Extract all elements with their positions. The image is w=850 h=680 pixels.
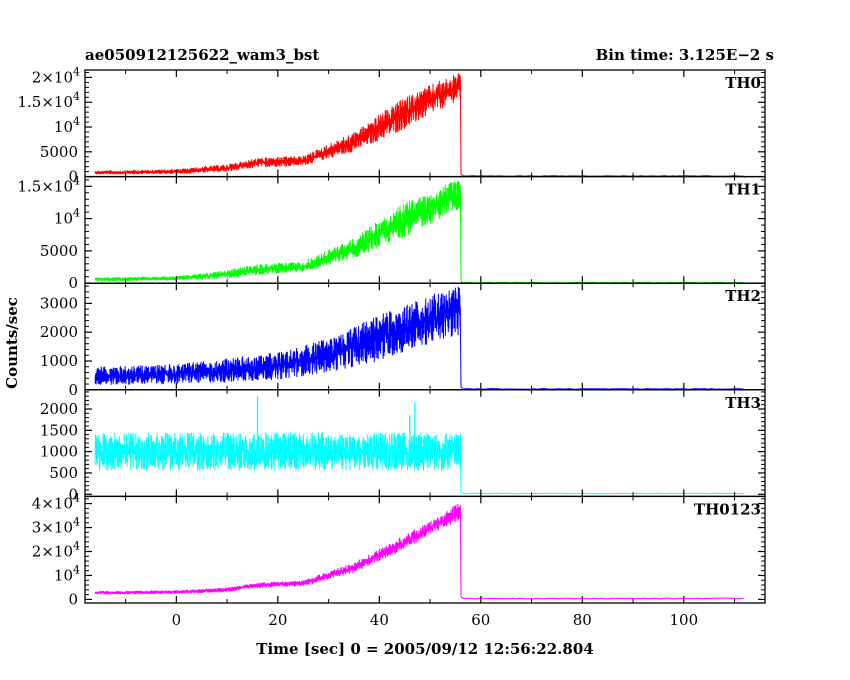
y-tick-label: 104 — [54, 207, 80, 228]
y-tick-label: 0 — [68, 381, 78, 399]
light-curve-th3 — [94, 432, 744, 495]
y-tick-label: 1000 — [40, 443, 78, 461]
x-tick-label: 0 — [172, 611, 182, 629]
y-tick-label: 2000 — [40, 400, 78, 418]
y-axis-label: Counts/sec — [3, 297, 21, 389]
y-tick-label: 4×104 — [32, 492, 80, 513]
panel-frame — [84, 175, 766, 284]
y-tick-label: 0 — [68, 590, 78, 608]
panel-th2: 0 1000 2000 3000 TH2 — [40, 282, 766, 399]
panel-name-th2: TH2 — [725, 287, 761, 305]
panel-name-th1: TH1 — [725, 181, 761, 199]
y-tick-label: 2000 — [40, 323, 78, 341]
y-tick-label: 104 — [54, 563, 80, 584]
y-tick-label: 104 — [54, 115, 80, 136]
light-curve-th2 — [94, 286, 744, 390]
x-axis-label: Time [sec] 0 = 2005/09/12 12:56:22.804 — [256, 640, 593, 658]
y-tick-label: 0 — [68, 168, 78, 186]
bin-time-title: Bin time: 3.125E−2 s — [596, 46, 774, 64]
x-tick-label: 60 — [471, 611, 490, 629]
y-tick-label: 1.5×104 — [17, 174, 80, 195]
y-tick-label: 2×104 — [32, 65, 80, 86]
x-tick-label: 40 — [370, 611, 389, 629]
y-tick-label: 2×104 — [32, 539, 80, 560]
panel-frame — [84, 495, 766, 604]
y-tick-label: 500 — [49, 464, 78, 482]
x-axis: 0 20 40 60 80 100 — [172, 611, 699, 629]
light-curve-th1 — [94, 180, 744, 284]
panel-name-th0: TH0 — [725, 74, 761, 92]
panel-th0: 0 5000 104 1.5×104 2×104 TH0 — [17, 65, 766, 186]
panel-th3: 0 500 1000 1500 2000 TH3 — [40, 389, 766, 503]
light-curve-th0 — [94, 73, 744, 177]
y-tick-label: 5000 — [40, 242, 78, 260]
y-tick-label: 1000 — [40, 352, 78, 370]
x-tick-label: 100 — [669, 611, 698, 629]
x-tick-label: 80 — [573, 611, 592, 629]
panel-name-th0123: TH0123 — [694, 500, 761, 518]
panel-frame — [84, 69, 766, 178]
panel-th1: 0 5000 104 1.5×104 TH1 — [17, 174, 766, 292]
x-tick-label: 20 — [268, 611, 287, 629]
y-tick-label: 1.5×104 — [17, 90, 80, 111]
y-tick-label: 5000 — [40, 143, 78, 161]
y-tick-label: 1500 — [40, 421, 78, 439]
panel-name-th3: TH3 — [725, 394, 761, 412]
y-tick-label: 3×104 — [32, 516, 80, 537]
y-tick-label: 3000 — [40, 294, 78, 312]
y-tick-label: 0 — [68, 274, 78, 292]
observation-id-title: ae050912125622_wam3_bst — [85, 46, 319, 64]
y-tick-label: 0 — [68, 485, 78, 503]
light-curve-th0123 — [94, 503, 744, 600]
